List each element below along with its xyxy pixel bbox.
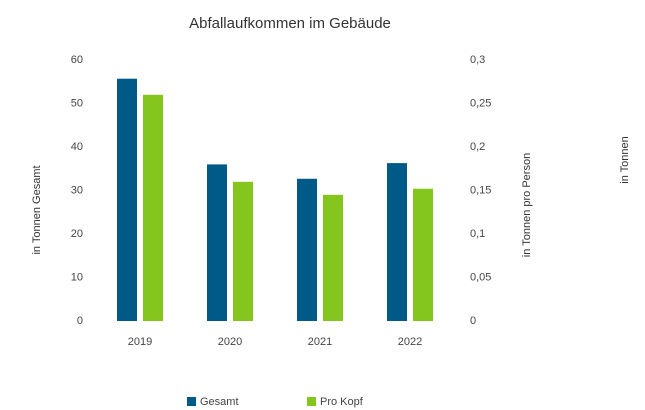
y-tick-label: 30 <box>71 184 83 196</box>
y2-tick-label: 0 <box>470 315 476 327</box>
legend-swatch <box>307 397 316 406</box>
bar <box>387 163 407 321</box>
legend-label: Gesamt <box>200 396 239 408</box>
y2-tick-label: 0,2 <box>470 141 485 153</box>
y-tick-label: 50 <box>71 97 83 109</box>
x-tick-label: 2022 <box>398 336 422 348</box>
y2-axis-title: in Tonnen pro Person <box>521 153 533 257</box>
bar <box>413 188 433 321</box>
bar <box>323 194 343 321</box>
y-tick-label: 40 <box>71 141 83 153</box>
y2-tick-label: 0,1 <box>470 228 485 240</box>
y2-tick-label: 0,3 <box>470 54 485 66</box>
bar <box>297 178 317 321</box>
legend-swatch <box>187 397 196 406</box>
legend-label: Pro Kopf <box>320 396 364 408</box>
y-tick-label: 20 <box>71 228 83 240</box>
y-axis-title: in Tonnen Gesamt <box>31 165 43 254</box>
y2-tick-label: 0,25 <box>470 97 491 109</box>
y3-axis-title: in Tonnen <box>619 136 631 184</box>
bar <box>233 181 253 321</box>
bar <box>207 164 227 321</box>
y2-tick-label: 0,05 <box>470 271 491 283</box>
chart-title: Abfallaufkommen im Gebäude <box>189 15 391 32</box>
y-tick-label: 10 <box>71 271 83 283</box>
bar <box>117 78 137 321</box>
x-tick-label: 2021 <box>308 336 332 348</box>
y-tick-label: 0 <box>77 315 83 327</box>
bar <box>143 94 163 321</box>
y2-tick-label: 0,15 <box>470 184 491 196</box>
y-tick-label: 60 <box>71 54 83 66</box>
x-tick-label: 2019 <box>128 336 152 348</box>
x-tick-label: 2020 <box>218 336 242 348</box>
